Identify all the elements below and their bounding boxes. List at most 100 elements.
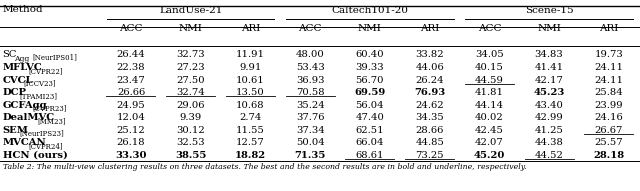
Text: 44.14: 44.14	[475, 101, 504, 110]
Text: SEM: SEM	[3, 126, 28, 135]
Text: GCFAgg: GCFAgg	[3, 101, 47, 110]
Text: Caltech101-20: Caltech101-20	[332, 6, 408, 15]
Text: 24.95: 24.95	[116, 101, 145, 110]
Text: 34.05: 34.05	[475, 50, 504, 59]
Text: ARI: ARI	[420, 24, 439, 33]
Text: 27.23: 27.23	[177, 63, 205, 72]
Text: 45.20: 45.20	[474, 151, 505, 160]
Text: 25.12: 25.12	[116, 126, 145, 135]
Text: 42.45: 42.45	[475, 126, 504, 135]
Text: 41.25: 41.25	[534, 126, 564, 135]
Text: 34.83: 34.83	[535, 50, 563, 59]
Text: 10.61: 10.61	[236, 75, 265, 85]
Text: 41.81: 41.81	[475, 88, 504, 97]
Text: 26.18: 26.18	[116, 138, 145, 147]
Text: 60.40: 60.40	[356, 50, 384, 59]
Text: 26.24: 26.24	[415, 75, 444, 85]
Text: 23.99: 23.99	[595, 101, 623, 110]
Text: 69.59: 69.59	[355, 88, 385, 97]
Text: ARI: ARI	[599, 24, 618, 33]
Text: 70.58: 70.58	[296, 88, 324, 97]
Text: HCN (ours): HCN (ours)	[3, 151, 67, 160]
Text: 11.91: 11.91	[236, 50, 265, 59]
Text: 37.34: 37.34	[296, 126, 324, 135]
Text: 33.82: 33.82	[415, 50, 444, 59]
Text: Agg: Agg	[14, 55, 29, 63]
Text: 41.41: 41.41	[534, 63, 564, 72]
Text: 9.39: 9.39	[180, 113, 202, 122]
Text: 23.47: 23.47	[116, 75, 145, 85]
Text: 34.35: 34.35	[415, 113, 444, 122]
Text: 45.23: 45.23	[533, 88, 565, 97]
Text: 2.74: 2.74	[239, 113, 262, 122]
Text: 48.00: 48.00	[296, 50, 324, 59]
Text: DealMVC: DealMVC	[3, 113, 54, 122]
Text: 44.59: 44.59	[475, 75, 504, 85]
Text: 40.15: 40.15	[475, 63, 504, 72]
Text: CVCL: CVCL	[3, 75, 33, 85]
Text: 44.38: 44.38	[534, 138, 564, 147]
Text: [MM23]: [MM23]	[37, 117, 66, 125]
Text: 18.82: 18.82	[235, 151, 266, 160]
Text: 42.17: 42.17	[534, 75, 564, 85]
Text: NMI: NMI	[537, 24, 561, 33]
Text: [CVPR24]: [CVPR24]	[28, 142, 63, 150]
Text: 42.07: 42.07	[475, 138, 504, 147]
Text: DCP: DCP	[3, 88, 27, 97]
Text: 29.06: 29.06	[177, 101, 205, 110]
Text: [TPAMI23]: [TPAMI23]	[19, 92, 57, 100]
Text: 25.57: 25.57	[595, 138, 623, 147]
Text: 37.76: 37.76	[296, 113, 324, 122]
Text: 62.51: 62.51	[356, 126, 384, 135]
Text: 27.50: 27.50	[177, 75, 205, 85]
Text: 24.62: 24.62	[415, 101, 444, 110]
Text: 33.30: 33.30	[115, 151, 147, 160]
Text: 56.70: 56.70	[356, 75, 384, 85]
Text: 26.66: 26.66	[117, 88, 145, 97]
Text: 68.61: 68.61	[356, 151, 384, 160]
Text: ACC: ACC	[477, 24, 501, 33]
Text: 30.12: 30.12	[177, 126, 205, 135]
Text: ACC: ACC	[119, 24, 143, 33]
Text: Scene-15: Scene-15	[525, 6, 573, 15]
Text: Table 2: The multi-view clustering results on three datasets. The best and the s: Table 2: The multi-view clustering resul…	[3, 163, 526, 172]
Text: 26.44: 26.44	[116, 50, 145, 59]
Text: 11.55: 11.55	[236, 126, 265, 135]
Text: 73.25: 73.25	[415, 151, 444, 160]
Text: [NeurIPS01]: [NeurIPS01]	[32, 54, 77, 62]
Text: 32.74: 32.74	[177, 88, 205, 97]
Text: 42.99: 42.99	[535, 113, 563, 122]
Text: 71.35: 71.35	[294, 151, 326, 160]
Text: 44.52: 44.52	[534, 151, 564, 160]
Text: 43.40: 43.40	[534, 101, 564, 110]
Text: 25.84: 25.84	[595, 88, 623, 97]
Text: 40.02: 40.02	[475, 113, 504, 122]
Text: 47.40: 47.40	[355, 113, 385, 122]
Text: 9.91: 9.91	[239, 63, 262, 72]
Text: 66.04: 66.04	[356, 138, 384, 147]
Text: 22.38: 22.38	[116, 63, 145, 72]
Text: [CVPR23]: [CVPR23]	[33, 105, 67, 112]
Text: 19.73: 19.73	[595, 50, 623, 59]
Text: 26.67: 26.67	[595, 126, 623, 135]
Text: 44.06: 44.06	[415, 63, 444, 72]
Text: 53.43: 53.43	[296, 63, 324, 72]
Text: [CVPR22]: [CVPR22]	[28, 67, 63, 75]
Text: SC: SC	[3, 50, 17, 59]
Text: 13.50: 13.50	[236, 88, 265, 97]
Text: ACC: ACC	[298, 24, 322, 33]
Text: 38.55: 38.55	[175, 151, 207, 160]
Text: [NeurIPS23]: [NeurIPS23]	[19, 130, 64, 138]
Text: 56.04: 56.04	[356, 101, 384, 110]
Text: 10.68: 10.68	[236, 101, 265, 110]
Text: 12.57: 12.57	[236, 138, 265, 147]
Text: 24.16: 24.16	[595, 113, 623, 122]
Text: 36.93: 36.93	[296, 75, 324, 85]
Text: 44.85: 44.85	[415, 138, 444, 147]
Text: 39.33: 39.33	[356, 63, 384, 72]
Text: 28.18: 28.18	[593, 151, 625, 160]
Text: 35.24: 35.24	[296, 101, 324, 110]
Text: [ICCV23]: [ICCV23]	[24, 79, 56, 87]
Text: Method: Method	[3, 5, 43, 14]
Text: MFLVC: MFLVC	[3, 63, 42, 72]
